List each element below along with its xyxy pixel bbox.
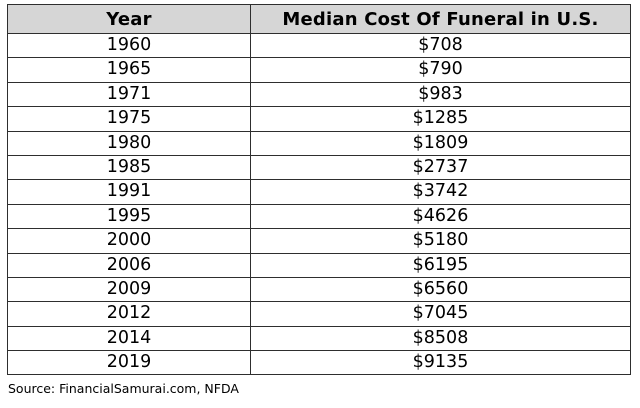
table-header: Year Median Cost Of Funeral in U.S.	[7, 4, 631, 34]
year-cell: 1975	[7, 106, 251, 132]
table-row: 1965 $790	[7, 57, 631, 83]
median-cost-cell: $9135	[250, 350, 631, 376]
column-header-median-cost: Median Cost Of Funeral in U.S.	[250, 4, 631, 34]
year-cell: 1985	[7, 154, 251, 181]
median-cost-cell: $983	[250, 81, 631, 108]
median-cost-cell: $5180	[250, 228, 631, 254]
table-row: 2006 $6195	[7, 252, 631, 278]
table-row: 1975 $1285	[7, 106, 631, 132]
median-cost-cell: $4626	[250, 203, 631, 230]
year-cell: 1971	[7, 81, 251, 108]
median-cost-cell: $8508	[250, 325, 631, 352]
median-cost-cell: $3742	[250, 179, 631, 205]
year-cell: 1960	[7, 32, 251, 59]
year-cell: 2019	[7, 350, 251, 376]
year-cell: 1965	[7, 57, 251, 83]
funeral-cost-table: Year Median Cost Of Funeral in U.S. 1960…	[7, 4, 631, 376]
table-row: 1971 $983	[7, 81, 631, 108]
table-row: 2000 $5180	[7, 228, 631, 254]
median-cost-cell: $1809	[250, 130, 631, 156]
table-row: 2012 $7045	[7, 301, 631, 327]
table-row: 1980 $1809	[7, 130, 631, 156]
year-cell: 2000	[7, 228, 251, 254]
median-cost-cell: $7045	[250, 301, 631, 327]
year-cell: 1980	[7, 130, 251, 156]
table-row: 2019 $9135	[7, 350, 631, 376]
table-row: 1985 $2737	[7, 154, 631, 181]
median-cost-cell: $1285	[250, 106, 631, 132]
year-cell: 2012	[7, 301, 251, 327]
column-header-year: Year	[7, 4, 251, 34]
year-cell: 2009	[7, 276, 251, 303]
median-cost-cell: $6195	[250, 252, 631, 278]
table-row: 2014 $8508	[7, 325, 631, 352]
year-cell: 2006	[7, 252, 251, 278]
year-cell: 1995	[7, 203, 251, 230]
table-row: 1960 $708	[7, 32, 631, 59]
median-cost-cell: $708	[250, 32, 631, 59]
source-note: Source: FinancialSamurai.com, NFDA	[8, 381, 239, 396]
table-body: 1960 $708 1965 $790 1971 $983 1975 $1285 1980 $18…	[7, 32, 631, 376]
table-row: 1991 $3742	[7, 179, 631, 205]
year-cell: 2014	[7, 325, 251, 352]
year-cell: 1991	[7, 179, 251, 205]
table-row: 1995 $4626	[7, 203, 631, 230]
table-row: 2009 $6560	[7, 276, 631, 303]
header-row: Year Median Cost Of Funeral in U.S.	[7, 4, 631, 34]
median-cost-cell: $2737	[250, 154, 631, 181]
median-cost-cell: $6560	[250, 276, 631, 303]
median-cost-cell: $790	[250, 57, 631, 83]
